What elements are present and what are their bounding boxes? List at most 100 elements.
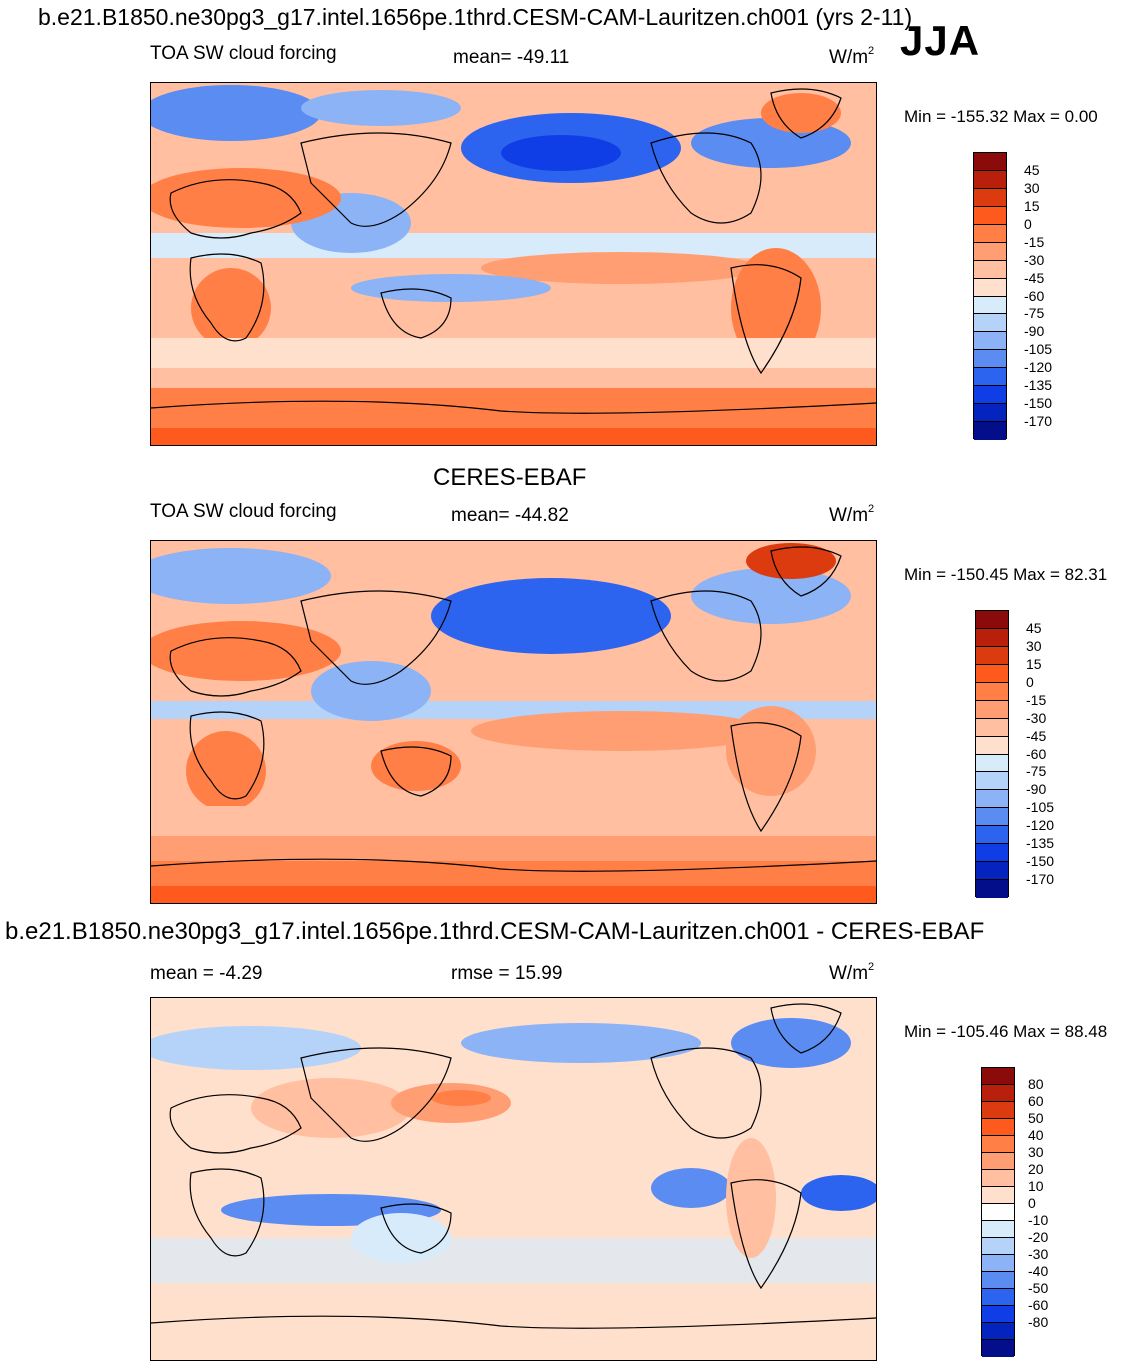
- colorbar-tick-label: -75: [1024, 305, 1045, 322]
- colorbar-swatch: [976, 718, 1008, 737]
- colorbar-swatch: [974, 188, 1006, 207]
- field-patch: [151, 428, 876, 445]
- panel-diff-dataset-title: b.e21.B1850.ne30pg3_g17.intel.1656pe.1th…: [5, 918, 985, 945]
- colorbar-swatch: [976, 646, 1008, 665]
- colorbar-swatch: [976, 790, 1008, 809]
- colorbar-swatch: [976, 880, 1008, 898]
- panel-diff-rmse: rmse = 15.99: [451, 963, 563, 984]
- panel-diff-map: [150, 997, 877, 1361]
- colorbar-swatch: [976, 754, 1008, 773]
- colorbar-swatch: [976, 664, 1008, 683]
- colorbar-tick-label: 20: [1028, 1161, 1044, 1177]
- colorbar-swatch: [974, 296, 1006, 315]
- panel-obs-colorbar: [975, 610, 1009, 898]
- colorbar-swatch: [976, 736, 1008, 755]
- colorbar-swatch: [982, 1221, 1014, 1238]
- colorbar-tick-label: -10: [1028, 1212, 1049, 1228]
- model-map-svg: [151, 83, 876, 445]
- colorbar-tick-label: -80: [1028, 1314, 1049, 1330]
- colorbar-tick-label: 0: [1028, 1195, 1036, 1211]
- colorbar-swatch: [976, 844, 1008, 863]
- colorbar-tick-label: -90: [1024, 323, 1045, 340]
- colorbar-tick-label: -40: [1028, 1263, 1049, 1279]
- coastlines: [151, 88, 876, 414]
- field-patch: [151, 233, 876, 258]
- colorbar-swatch: [982, 1289, 1014, 1306]
- field-patch: [151, 861, 876, 886]
- panel-diff-mean: mean = -4.29: [150, 963, 263, 984]
- colorbar-tick-label: -120: [1026, 817, 1055, 834]
- colorbar-swatch: [976, 611, 1008, 629]
- colorbar-tick-label: 50: [1028, 1110, 1044, 1126]
- colorbar-tick-label: -105: [1024, 341, 1053, 358]
- colorbar-tick-label: -15: [1026, 691, 1047, 708]
- colorbar-swatch: [974, 170, 1006, 189]
- colorbar-swatch: [982, 1136, 1014, 1153]
- colorbar-swatch: [974, 206, 1006, 225]
- panel-obs-units: W/m2: [829, 503, 875, 526]
- colorbar-swatch: [982, 1068, 1014, 1085]
- colorbar-swatch: [974, 242, 1006, 261]
- field-patch: [151, 388, 876, 428]
- colorbar-tick-label: 45: [1024, 161, 1040, 178]
- colorbar-swatch: [974, 332, 1006, 351]
- colorbar-tick-label: 0: [1026, 673, 1034, 690]
- colorbar-swatch: [976, 772, 1008, 791]
- field-patch: [151, 1238, 876, 1283]
- colorbar-tick-label: 15: [1024, 197, 1040, 214]
- panel-obs-mean: mean= -44.82: [451, 505, 569, 526]
- colorbar-tick-label: 30: [1024, 179, 1040, 196]
- diff-map-svg: [151, 998, 876, 1360]
- colorbar-tick-label: -170: [1024, 413, 1053, 430]
- panel-obs-dataset-title: CERES-EBAF: [433, 464, 587, 491]
- panel-obs-variable: TOA SW cloud forcing: [150, 501, 337, 522]
- field-patch: [366, 303, 446, 343]
- colorbar-tick-label: -45: [1026, 727, 1047, 744]
- field-patch: [311, 661, 431, 721]
- field-patch: [731, 1018, 851, 1068]
- colorbar-tick-label: -60: [1028, 1297, 1049, 1313]
- field-patch: [151, 1026, 361, 1070]
- colorbar-tick-label: -20: [1028, 1229, 1049, 1245]
- colorbar-tick-label: 80: [1028, 1076, 1044, 1092]
- colorbar-tick-label: -150: [1024, 395, 1053, 412]
- colorbar-swatch: [974, 153, 1006, 171]
- field-patch: [431, 578, 671, 654]
- panel-obs-map: [150, 540, 877, 904]
- colorbar-swatch: [974, 314, 1006, 333]
- colorbar-tick-label: -120: [1024, 359, 1053, 376]
- panel-diff-colorbar: [981, 1067, 1015, 1357]
- colorbar-swatch: [974, 368, 1006, 387]
- colorbar-tick-label: 30: [1026, 637, 1042, 654]
- colorbar-tick-label: -15: [1024, 233, 1045, 250]
- field-patch: [151, 85, 321, 141]
- colorbar-tick-label: 45: [1026, 619, 1042, 636]
- field-patch: [151, 548, 331, 604]
- field-patch: [186, 731, 266, 811]
- panel-model-map: [150, 82, 877, 446]
- colorbar-swatch: [974, 422, 1006, 440]
- colorbar-swatch: [976, 682, 1008, 701]
- colorbar-swatch: [982, 1187, 1014, 1204]
- field-patch: [351, 274, 551, 302]
- colorbar-swatch: [974, 278, 1006, 297]
- colorbar-swatch: [982, 1204, 1014, 1221]
- colorbar-tick-label: -30: [1028, 1246, 1049, 1262]
- colorbar-tick-label: -75: [1026, 763, 1047, 780]
- colorbar-swatch: [976, 700, 1008, 719]
- colorbar-swatch: [982, 1323, 1014, 1340]
- colorbar-tick-label: 0: [1024, 215, 1032, 232]
- field-patch: [371, 741, 461, 791]
- colorbar-tick-label: -170: [1026, 871, 1055, 888]
- colorbar-swatch: [976, 628, 1008, 647]
- figure-title: b.e21.B1850.ne30pg3_g17.intel.1656pe.1th…: [38, 4, 913, 30]
- panel-model-variable: TOA SW cloud forcing: [150, 43, 337, 64]
- field-patch: [191, 268, 271, 348]
- field-patch: [461, 1023, 701, 1063]
- colorbar-swatch: [974, 260, 1006, 279]
- colorbar-tick-label: -135: [1024, 377, 1053, 394]
- colorbar-tick-label: -30: [1024, 251, 1045, 268]
- colorbar-swatch: [982, 1306, 1014, 1323]
- colorbar-tick-label: 30: [1028, 1144, 1044, 1160]
- colorbar-swatch: [982, 1085, 1014, 1102]
